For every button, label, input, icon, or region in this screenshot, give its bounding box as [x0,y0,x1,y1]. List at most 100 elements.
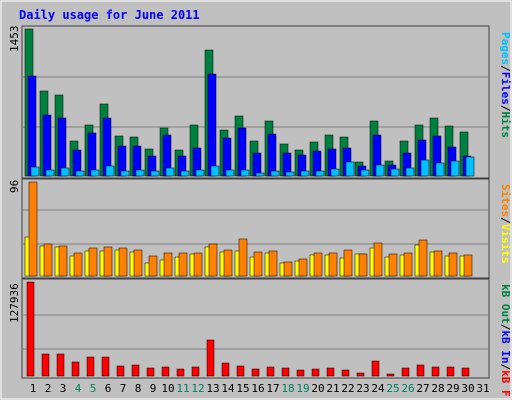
kbf-bar [41,353,50,377]
files-bar [252,152,262,177]
files-bar [207,73,217,177]
kbf-bar [176,368,185,377]
kbf-bar [371,360,380,377]
pages-bar [105,165,115,177]
day-label: 3 [60,382,67,395]
day-label: 7 [120,382,127,395]
kbf-bar [416,364,425,377]
day-label: 17 [266,382,279,395]
day-label: 8 [135,382,142,395]
kbytes-ymax-label: 127936 [8,283,21,323]
files-bar [87,132,97,177]
sites-bar [328,252,338,277]
legend-separator: / [499,324,512,331]
legend-item: kB In [499,330,512,363]
sites-bar [313,252,323,277]
pages-bar [60,167,70,177]
pages-bar [255,172,265,177]
pages-bar [210,165,220,177]
pages-bar [300,170,310,177]
files-bar [267,133,277,177]
day-label: 28 [431,382,444,395]
day-label: 21 [326,382,339,395]
sites-bar [73,252,83,277]
pages-bar [420,159,430,177]
legend-item: Hits [499,112,512,139]
kbytes-panel-frame [21,278,490,379]
day-label: 25 [386,382,399,395]
legend-separator: / [499,364,512,371]
pages-bar [225,169,235,177]
kbf-bar [26,281,35,377]
sites-bar [403,252,413,277]
kbf-bar [446,366,455,377]
day-label: 4 [75,382,82,395]
pages-bar [120,170,130,177]
sites-bar [223,249,233,277]
graph-title: Daily usage for June 2011 [19,8,200,22]
day-label: 30 [461,382,474,395]
day-labels: 1 2 3 4 5 6 7 8 9 10 11 12 13 14 15 16 17 18 19 20 21 22 23 24 2… [30,382,490,395]
day-label: 11 [176,382,189,395]
legend-item: Visits [499,224,512,264]
day-label: 27 [416,382,429,395]
sites-bar [148,255,158,277]
day-label: 10 [161,382,174,395]
pages-bar [345,161,355,177]
legend-item: Pages [499,32,512,65]
day-label: 29 [446,382,459,395]
pages-bar [390,168,400,177]
kbf-bar [431,366,440,377]
sites-bar [433,250,443,277]
kbf-bar [296,369,305,377]
day-label: 15 [236,382,249,395]
legend-item: Sites [499,184,512,217]
day-label: 6 [105,382,112,395]
visits-panel-frame [21,178,490,279]
kbytes-legend: kB Out/kB In/kB F [499,284,512,397]
pages-bar [315,170,325,177]
kbf-bar [221,362,230,377]
pages-bar [465,156,475,177]
day-label: 14 [221,382,235,395]
pages-bar [135,169,145,177]
kbf-bar [266,366,275,377]
sites-bar [418,239,428,277]
visits-legend: Sites/Visits [499,184,512,264]
kbf-bar [146,367,155,377]
kbf-bar [101,356,110,377]
day-label: 5 [90,382,97,395]
sites-bar [103,246,113,277]
legend-item: kB F [499,370,512,397]
files-bar [42,114,52,177]
kbytes-bars [26,281,470,377]
pages-bar [90,169,100,177]
kbf-bar [236,365,245,377]
sites-bar [448,252,458,277]
kbf-bar [461,367,470,377]
day-label: 16 [251,382,264,395]
day-label: 24 [371,382,385,395]
day-label: 9 [150,382,157,395]
pages-bar [195,169,205,177]
kbf-bar [86,356,95,377]
sites-bar [163,252,173,277]
kbf-bar [386,373,395,377]
sites-bar [388,253,398,277]
sites-bar [28,181,38,277]
legend-item: kB Out [499,284,512,324]
kbf-bar [71,361,80,377]
sites-bar [358,253,368,277]
pages-bar [45,169,55,177]
day-label: 19 [296,382,309,395]
pages-bar [330,168,340,177]
day-label: 23 [356,382,369,395]
kbf-bar [191,366,200,377]
pages-bar [270,170,280,177]
day-label: 18 [281,382,294,395]
pages-bar [360,169,370,177]
